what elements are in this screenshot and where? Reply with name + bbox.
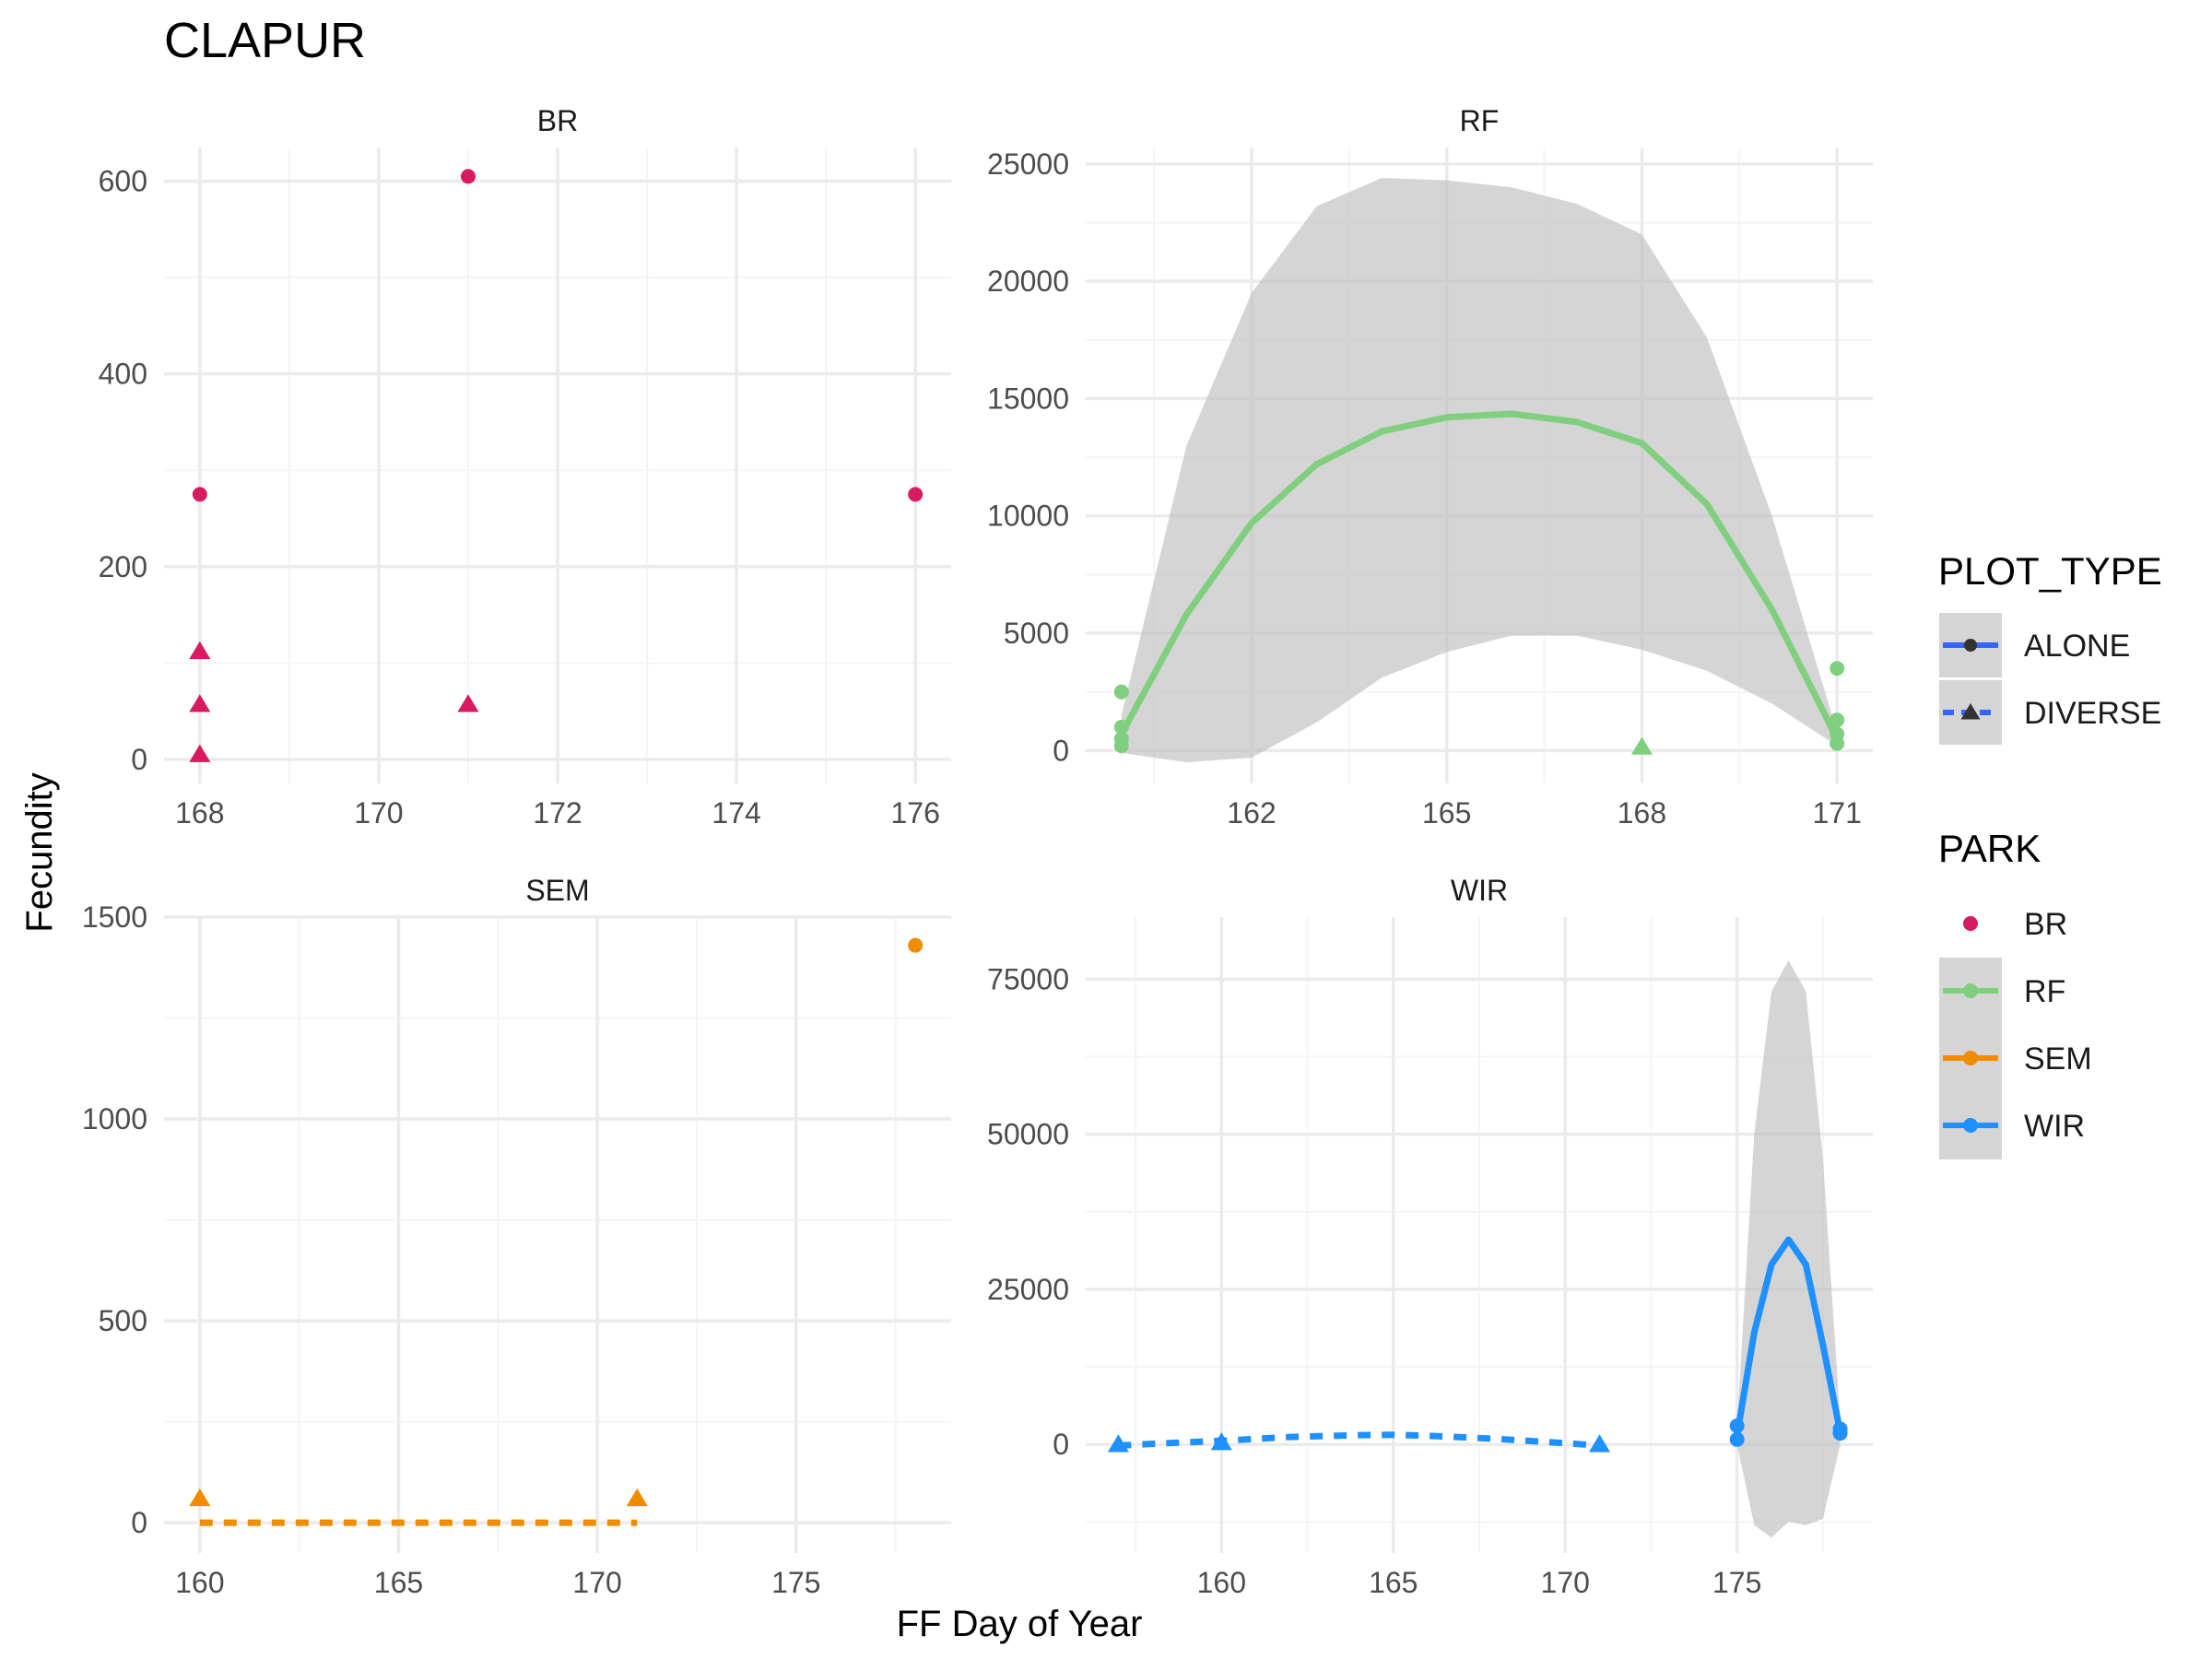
y-tick-label: 500 (99, 1304, 147, 1337)
data-point-triangle (1107, 1434, 1129, 1453)
data-point-triangle (189, 694, 211, 712)
y-tick-label: 400 (99, 358, 147, 391)
data-point-circle (1832, 1426, 1848, 1441)
y-tick-label: 1500 (82, 900, 147, 934)
confidence-band (1121, 178, 1838, 763)
x-tick-label: 170 (1541, 1566, 1590, 1599)
facet-label: WIR (1451, 874, 1508, 907)
data-point-circle (1729, 1418, 1745, 1433)
legend-title-park: PARK (1938, 827, 2041, 870)
data-point-circle (1113, 738, 1129, 754)
y-tick-label: 50000 (987, 1118, 1069, 1151)
x-tick-label: 168 (175, 796, 224, 830)
panel-rf: 162 165 168 171 0 5000 10000 15000 20000 25000 RF (987, 104, 1873, 830)
facet-label: BR (537, 104, 578, 137)
y-tick-label: 25000 (987, 1273, 1069, 1306)
facet-label: RF (1460, 104, 1500, 137)
y-tick-label: 10000 (987, 500, 1069, 533)
smooth-line (1118, 410, 1841, 741)
y-tick-label: 15000 (987, 382, 1069, 415)
legend-key-circle (1963, 1051, 1978, 1065)
data-point-triangle (1588, 1434, 1611, 1453)
x-axis-title: FF Day of Year (897, 1604, 1143, 1644)
data-point-circle (1113, 719, 1129, 735)
legend-key-circle (1963, 1118, 1978, 1133)
legend-label-wir: WIR (2024, 1109, 2085, 1144)
legend-key-circle (1963, 916, 1978, 931)
chart-title: CLAPUR (164, 13, 366, 68)
legend-label-rf: RF (2024, 974, 2065, 1009)
data-point-triangle (1210, 1432, 1232, 1451)
y-tick-label: 600 (99, 165, 147, 198)
y-tick-label: 1000 (82, 1102, 147, 1135)
smooth-line (1734, 1236, 1844, 1436)
x-tick-label: 165 (374, 1566, 423, 1599)
x-tick-label: 168 (1618, 796, 1666, 830)
data-point-circle (1830, 661, 1845, 677)
y-tick-label: 0 (1053, 734, 1069, 767)
x-tick-label: 165 (1369, 1566, 1418, 1599)
y-tick-label: 0 (131, 743, 147, 776)
data-point-triangle (1630, 736, 1653, 755)
legend: PLOT_TYPE PARK ALONE DIVERSE BR RF SEM WIR (1938, 549, 2162, 1159)
legend-key-circle (1964, 639, 1977, 652)
x-tick-label: 170 (354, 796, 403, 830)
smooth-line (1118, 1431, 1600, 1449)
data-point-circle (908, 937, 924, 953)
legend-label-diverse: DIVERSE (2024, 696, 2161, 731)
data-point-triangle (457, 694, 479, 712)
data-point-circle (1729, 1431, 1745, 1447)
y-tick-label: 5000 (1004, 617, 1069, 650)
facet-label: SEM (525, 874, 589, 907)
data-point-circle (1830, 735, 1845, 751)
y-tick-label: 0 (131, 1506, 147, 1539)
x-tick-label: 171 (1812, 796, 1861, 830)
data-point-triangle (189, 1488, 211, 1507)
data-point-circle (908, 487, 924, 502)
legend-title-plot-type: PLOT_TYPE (1938, 549, 2162, 593)
x-tick-label: 165 (1422, 796, 1471, 830)
x-tick-label: 174 (712, 796, 760, 830)
facet-panels: 168 170 172 174 176 0 200 400 600 BR 162 165 168 171 0… (82, 104, 1873, 1599)
legend-key-circle (1963, 983, 1978, 998)
data-point-circle (460, 169, 476, 184)
confidence-band (1736, 960, 1841, 1538)
x-tick-label: 175 (1712, 1566, 1761, 1599)
x-tick-label: 175 (771, 1566, 820, 1599)
y-tick-label: 75000 (987, 962, 1069, 995)
data-point-circle (192, 487, 207, 502)
legend-label-alone: ALONE (2024, 629, 2130, 664)
panel-sem: 160 165 170 175 0 500 1000 1500 SEM (82, 874, 951, 1599)
panel-br: 168 170 172 174 176 0 200 400 600 BR (99, 104, 951, 830)
y-tick-label: 20000 (987, 265, 1069, 298)
legend-label-br: BR (2024, 907, 2067, 942)
x-tick-label: 162 (1227, 796, 1276, 830)
panel-wir: 160 165 170 175 0 25000 50000 75000 WIR (987, 874, 1873, 1599)
data-point-circle (1830, 712, 1845, 728)
x-tick-label: 160 (1197, 1566, 1246, 1599)
x-tick-label: 160 (175, 1566, 224, 1599)
data-point-triangle (189, 641, 211, 660)
x-tick-label: 170 (572, 1566, 621, 1599)
data-point-triangle (189, 744, 211, 762)
y-tick-label: 200 (99, 550, 147, 583)
data-point-triangle (626, 1488, 648, 1507)
y-tick-label: 0 (1053, 1428, 1069, 1461)
data-point-circle (1113, 684, 1129, 700)
legend-label-sem: SEM (2024, 1041, 2092, 1077)
y-tick-label: 25000 (987, 147, 1069, 181)
y-axis-title: Fecundity (19, 772, 60, 932)
x-tick-label: 176 (890, 796, 939, 830)
x-tick-label: 172 (533, 796, 582, 830)
legend-key-triangle (1960, 703, 1981, 720)
